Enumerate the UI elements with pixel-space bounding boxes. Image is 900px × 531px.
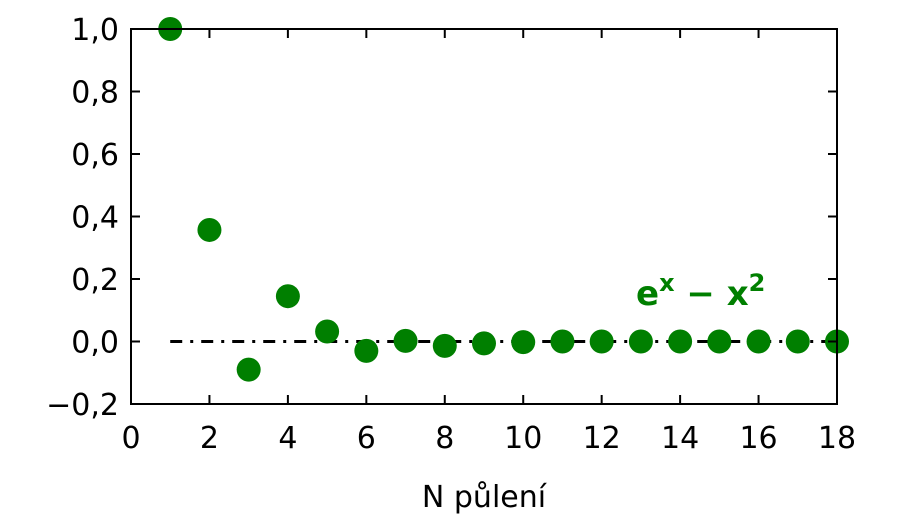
data-point-0-2	[197, 217, 222, 242]
series-label: ex − x2	[636, 269, 765, 314]
y-tick-label-5: 0,8	[71, 76, 119, 111]
y-tick-label-0: −0,2	[46, 388, 119, 423]
y-tick-label-1: 0,0	[71, 326, 119, 361]
data-point-0-11	[550, 329, 575, 354]
data-point-0-13	[628, 329, 653, 354]
data-point-0-14	[668, 329, 693, 354]
x-tick-labels: 0 2 4 6 8 10 12 14 16 18	[121, 421, 856, 456]
data-points-layer	[158, 17, 849, 382]
y-tick-label-6: 1,0	[71, 13, 119, 48]
data-point-0-7	[393, 328, 418, 353]
data-point-0-6	[354, 338, 379, 363]
x-axis-title: N půlení	[422, 480, 548, 515]
y-tick-label-4: 0,6	[71, 138, 119, 173]
series-label-base: e	[636, 274, 659, 314]
axis-ticks-layer	[130, 28, 838, 405]
data-point-0-12	[589, 329, 614, 354]
series-label-exponent-x: x	[659, 269, 675, 297]
x-tick-label-2: 4	[278, 421, 297, 456]
series-label-exponent-2: 2	[749, 269, 766, 297]
y-tick-label-2: 0,2	[71, 263, 119, 298]
y-tick-labels: −0,2 0,0 0,2 0,4 0,6 0,8 1,0	[46, 13, 119, 423]
x-tick-label-5: 10	[504, 421, 542, 456]
data-point-0-3	[236, 357, 261, 382]
x-tick-label-3: 6	[357, 421, 376, 456]
y-tick-label-3: 0,4	[71, 201, 119, 236]
x-tick-label-4: 8	[435, 421, 454, 456]
data-point-0-17	[785, 329, 810, 354]
data-point-0-5	[315, 319, 340, 344]
x-tick-label-7: 14	[661, 421, 699, 456]
data-point-0-4	[275, 284, 300, 309]
data-point-0-15	[707, 329, 732, 354]
data-point-0-8	[432, 333, 457, 358]
x-tick-label-1: 2	[200, 421, 219, 456]
data-point-0-16	[746, 329, 771, 354]
series-label-minus-x: − x	[675, 274, 749, 314]
x-tick-label-8: 16	[739, 421, 777, 456]
x-tick-label-9: 18	[818, 421, 856, 456]
x-tick-label-0: 0	[121, 421, 140, 456]
data-point-0-10	[511, 330, 536, 355]
data-point-0-9	[472, 331, 496, 356]
x-tick-label-6: 12	[583, 421, 621, 456]
